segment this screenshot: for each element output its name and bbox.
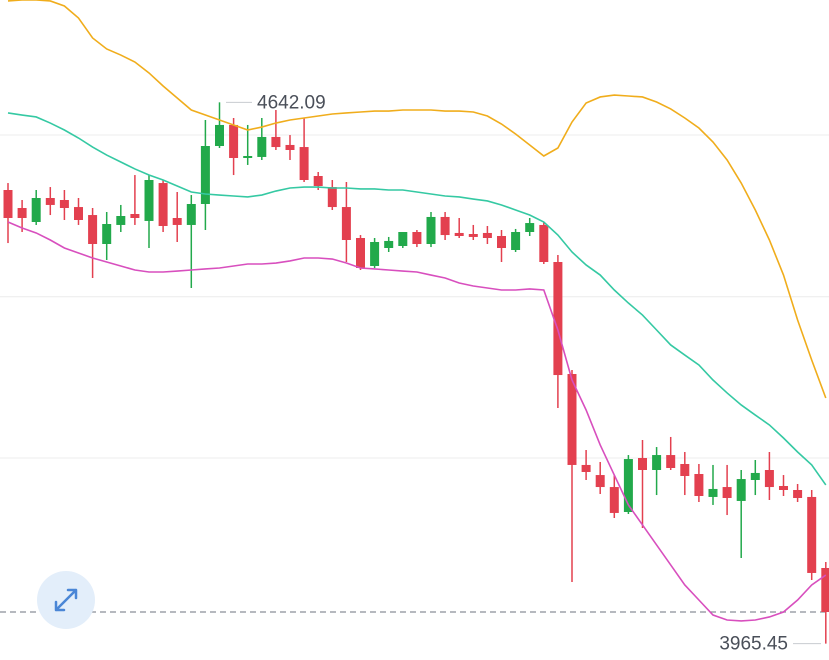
candle-body [779, 486, 788, 490]
candle-body [356, 238, 365, 268]
candle-body [3, 190, 13, 218]
candle-body [17, 208, 27, 218]
candle-body [426, 216, 436, 244]
candle-body [398, 232, 408, 246]
expand-icon[interactable] [54, 588, 78, 612]
low-marker-label: 3965.45 [719, 634, 788, 655]
band-line [7, 221, 827, 622]
candle-body [511, 232, 521, 250]
candle-body [623, 459, 633, 512]
candle-body [666, 455, 676, 468]
candle-body [722, 487, 732, 498]
candle-body [327, 187, 337, 208]
candle-body [384, 240, 394, 248]
candle-body [285, 144, 295, 150]
high-marker-label: 4642.09 [257, 92, 326, 113]
candle-body [229, 124, 239, 158]
candle-body [497, 236, 506, 248]
candle-body [468, 234, 478, 237]
candle-body [257, 136, 267, 157]
candle-body [102, 224, 112, 244]
candle-body [370, 242, 380, 266]
candle-body [539, 224, 549, 262]
band-line [7, 112, 827, 486]
candle-body [750, 472, 760, 480]
candle-body [341, 207, 351, 240]
candle-body [200, 146, 210, 204]
candle-body [708, 488, 718, 497]
candle-body [116, 216, 126, 225]
expand-button[interactable] [37, 571, 95, 629]
candle-body [482, 232, 492, 238]
candle-body [59, 200, 69, 208]
candle-body [525, 223, 535, 232]
candle-body [45, 198, 55, 205]
candle-body [567, 374, 577, 465]
candle-body [638, 458, 647, 470]
candle-body [440, 216, 450, 236]
candle-body [299, 147, 309, 180]
candle-body [144, 180, 154, 221]
candle-body [243, 156, 253, 158]
candle-body [553, 262, 563, 376]
candle-body [31, 198, 41, 222]
candle-body [694, 474, 704, 496]
candle-body [736, 479, 746, 501]
band-line [7, 0, 827, 399]
candle-body [454, 232, 464, 236]
candle-body [652, 455, 662, 470]
candle-body [88, 215, 98, 244]
candle-body [581, 464, 591, 472]
candle-body [186, 204, 196, 225]
candle-body [215, 124, 224, 146]
candle-body [807, 496, 817, 573]
candle-body [158, 183, 168, 226]
candle-body [313, 176, 323, 186]
candle-body [680, 464, 690, 476]
candle-body [271, 136, 281, 148]
candle-body [821, 568, 829, 612]
candle-body [764, 470, 774, 488]
candle-body [793, 490, 803, 498]
candle-body [172, 218, 182, 225]
candle-body [130, 214, 140, 218]
candle-body [412, 232, 422, 244]
candle-body [609, 487, 619, 513]
candle-body [74, 207, 83, 220]
candle-body [595, 475, 605, 488]
